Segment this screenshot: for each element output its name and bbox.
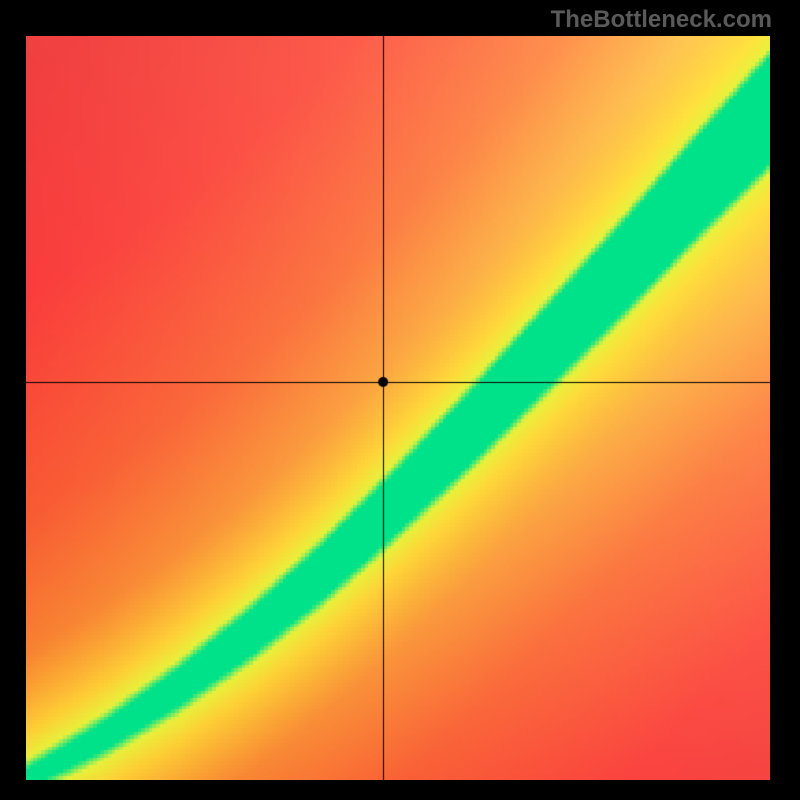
watermark-text: TheBottleneck.com <box>551 6 772 34</box>
chart-container: TheBottleneck.com <box>0 0 800 800</box>
bottleneck-heatmap <box>26 36 770 780</box>
